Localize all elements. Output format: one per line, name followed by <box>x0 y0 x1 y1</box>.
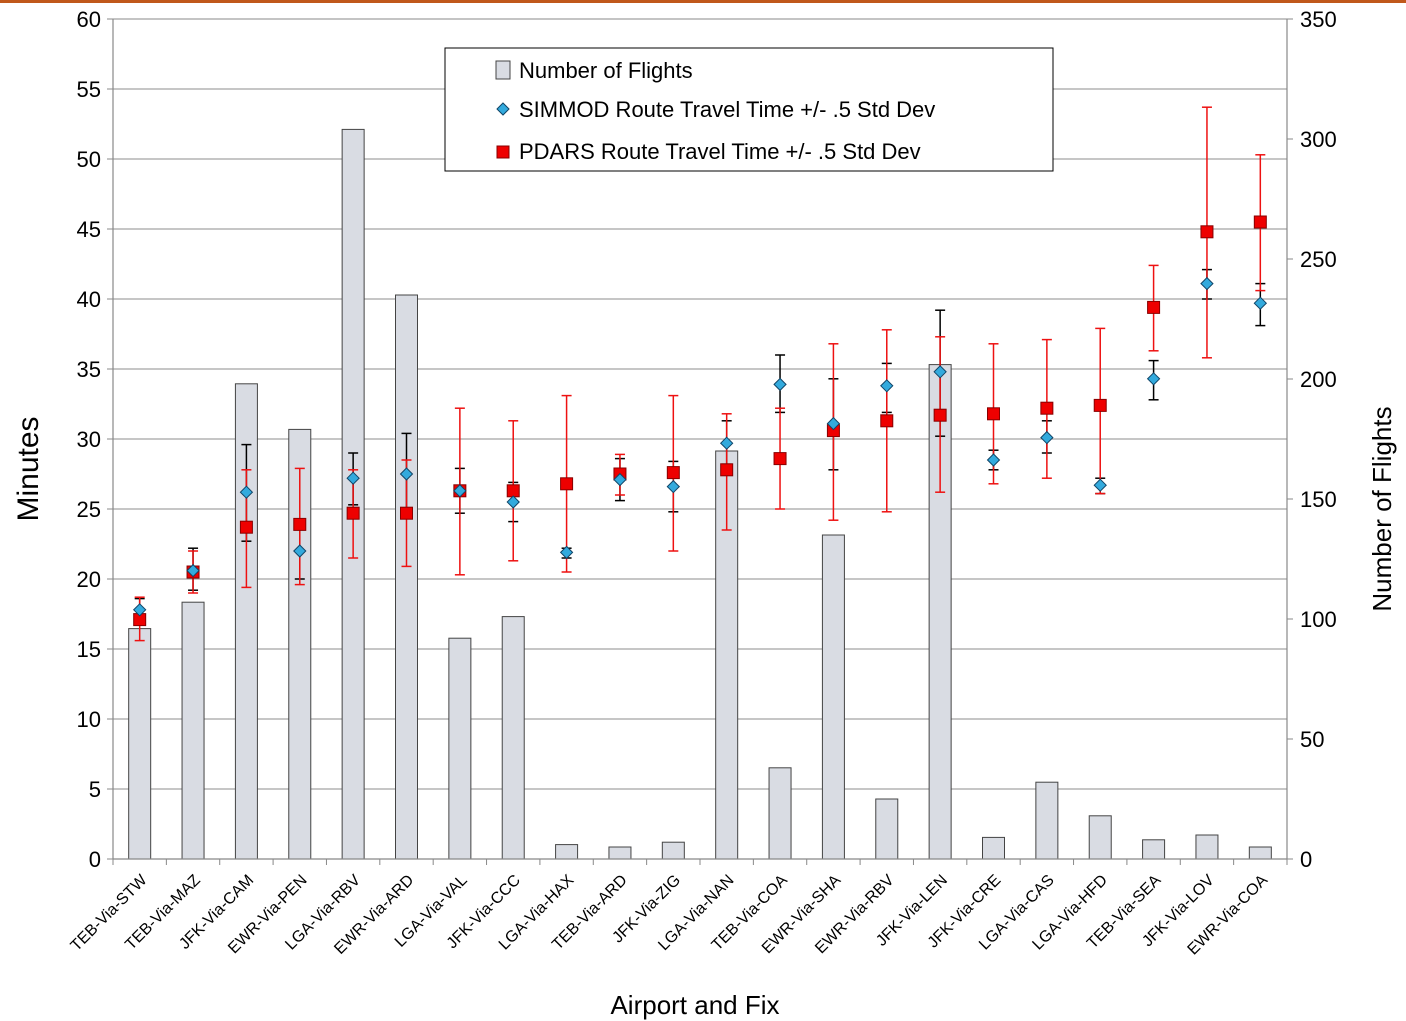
simmod-marker <box>1040 430 1054 445</box>
y2-tick-label: 250 <box>1300 247 1337 272</box>
bar <box>661 841 685 860</box>
legend-label-simmod: SIMMOD Route Travel Time +/- .5 Std Dev <box>519 97 935 122</box>
simmod-marker <box>1200 276 1214 291</box>
y-tick-label: 0 <box>89 847 101 872</box>
simmod-marker <box>293 544 307 558</box>
simmod-marker <box>132 603 147 617</box>
bar <box>1142 839 1166 860</box>
y-axis-left-title: Minutes <box>12 416 45 521</box>
simmod-marker <box>666 479 681 494</box>
simmod-marker <box>239 485 254 499</box>
simmod-marker <box>986 453 1001 467</box>
bar <box>1195 834 1219 860</box>
y-tick-label: 50 <box>77 147 101 172</box>
simmod-marker <box>506 495 520 509</box>
pdars-marker <box>720 463 734 477</box>
y-tick-label: 60 <box>77 7 101 32</box>
bar <box>181 601 205 860</box>
pdars-marker <box>239 520 253 534</box>
simmod-marker <box>346 471 360 485</box>
simmod-marker <box>453 484 467 498</box>
pdars-marker <box>1200 225 1214 239</box>
y2-tick-label: 350 <box>1300 7 1337 32</box>
pdars-marker <box>506 484 520 498</box>
pdars-marker <box>1253 215 1267 229</box>
pdars-marker <box>933 408 947 422</box>
y-axis-right-title: Number of Flights <box>1367 406 1397 611</box>
simmod-marker <box>559 545 574 560</box>
simmod-marker <box>933 365 947 379</box>
bar <box>768 767 792 860</box>
pdars-marker <box>1040 401 1054 415</box>
simmod-marker <box>613 472 627 487</box>
simmod-marker <box>719 436 734 450</box>
bar <box>1248 846 1272 860</box>
bar <box>501 616 525 860</box>
pdars-marker <box>1147 300 1161 314</box>
legend-label-pdars: PDARS Route Travel Time +/- .5 Std Dev <box>519 139 921 164</box>
pdars-marker <box>293 517 307 531</box>
y2-tick-label: 150 <box>1300 487 1337 512</box>
y-tick-label: 5 <box>89 777 101 802</box>
pdars-marker <box>346 506 360 520</box>
x-axis-category-labels: TEB-Via-STWTEB-Via-MAZJFK-Via-CAMEWR-Via… <box>68 871 1272 958</box>
legend: Number of Flights SIMMOD Route Travel Ti… <box>444 47 1054 172</box>
y-tick-label: 55 <box>77 77 101 102</box>
legend-swatch-bars <box>495 60 511 80</box>
y2-tick-label: 100 <box>1300 607 1337 632</box>
pdars-marker <box>666 466 680 480</box>
legend-swatch-pdars <box>496 145 510 159</box>
y-axis-left-ticks: 0 5 10 15 20 25 30 35 40 45 50 55 60 <box>77 7 113 872</box>
simmod-marker <box>773 377 787 392</box>
bar <box>448 637 472 860</box>
simmod-marker <box>880 379 894 393</box>
pdars-marker <box>773 452 787 466</box>
y2-tick-label: 50 <box>1300 727 1324 752</box>
y2-tick-label: 0 <box>1300 847 1312 872</box>
bar <box>982 836 1005 860</box>
simmod-marker <box>399 467 414 481</box>
bar <box>555 844 579 860</box>
pdars-marker <box>987 407 1000 421</box>
legend-label-bars: Number of Flights <box>519 58 693 83</box>
point-markers <box>132 215 1268 627</box>
legend-swatch-simmod <box>496 102 510 116</box>
y-tick-label: 25 <box>77 497 101 522</box>
y2-tick-label: 200 <box>1300 367 1337 392</box>
simmod-marker <box>1146 372 1161 386</box>
bar <box>608 846 632 860</box>
x-axis-title: Airport and Fix <box>610 990 779 1020</box>
bar <box>1088 815 1112 860</box>
y2-tick-label: 300 <box>1300 127 1337 152</box>
y-tick-label: 10 <box>77 707 101 732</box>
y-tick-label: 40 <box>77 287 101 312</box>
y-tick-label: 20 <box>77 567 101 592</box>
simmod-marker <box>1253 296 1268 310</box>
bar <box>1035 781 1059 860</box>
legend-box <box>444 47 1054 172</box>
bar <box>128 628 152 860</box>
bar <box>821 534 845 860</box>
pdars-marker <box>400 506 413 520</box>
pdars-marker <box>1093 398 1107 412</box>
y-tick-label: 45 <box>77 217 101 242</box>
y-tick-label: 35 <box>77 357 101 382</box>
bar <box>875 798 899 860</box>
simmod-marker <box>826 416 841 431</box>
simmod-marker <box>186 563 200 578</box>
pdars-marker <box>880 414 894 428</box>
pdars-marker <box>560 477 574 491</box>
simmod-marker <box>1093 478 1107 492</box>
bar <box>395 294 418 860</box>
bar-series-number-of-flights <box>128 128 1272 860</box>
y-axis-right-ticks: 0 50 100 150 200 250 300 350 <box>1287 7 1337 872</box>
y-tick-label: 15 <box>77 637 101 662</box>
y-tick-label: 30 <box>77 427 101 452</box>
